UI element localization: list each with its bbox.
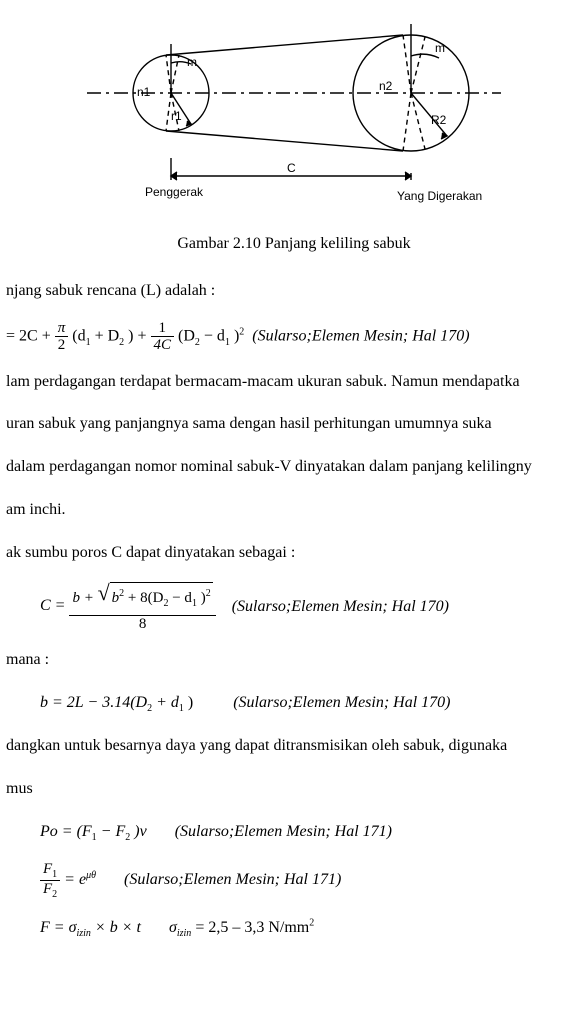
t: × b × t	[95, 919, 141, 936]
figure-caption: Gambar 2.10 Panjang keliling sabuk	[6, 230, 582, 259]
label-R2: R2	[431, 113, 447, 127]
sq: 2	[239, 326, 244, 337]
izin: izin	[177, 928, 191, 939]
formula-cite: (Sularso;Elemen Mesin; Hal 170)	[232, 598, 449, 615]
t: + D	[95, 327, 120, 344]
label-n1: n1	[137, 85, 151, 99]
F: F	[43, 881, 52, 897]
t: )v	[134, 823, 146, 840]
eq: = e	[64, 866, 86, 895]
pi: π	[55, 320, 69, 338]
formula-C: C = b + √ b2 + 8(D2 − d1 )2 8 (Sularso;E…	[6, 582, 582, 633]
t: = 2C +	[6, 327, 55, 344]
formula-b: b = 2L − 3.14(D2 + d1 ) (Sularso;Elemen …	[6, 689, 582, 718]
s: 2	[195, 336, 200, 347]
sq: 2	[119, 588, 124, 599]
t: F = σ	[40, 919, 76, 936]
s: 1	[179, 703, 184, 714]
lhs: C =	[40, 592, 65, 621]
t: ) +	[128, 327, 150, 344]
sq: 2	[309, 918, 314, 929]
belt-diagram: n1 n2 m m r1 R2 C Penggerak Yang Digerak…	[79, 8, 509, 218]
fourC: 4C	[151, 337, 175, 354]
t: − d	[172, 590, 192, 606]
surd: √	[98, 582, 110, 615]
label-m-right: m	[435, 41, 445, 55]
text: = 2C + π2 (d1 + D2 ) + 14C (D2 − d1 )2	[6, 320, 244, 354]
t: − d	[204, 327, 225, 344]
label-driver: Penggerak	[145, 185, 204, 199]
formula-cite: (Sularso;Elemen Mesin; Hal 170)	[233, 694, 450, 711]
label-r1: r1	[171, 109, 182, 123]
izin: izin	[76, 928, 90, 939]
s: 2	[119, 336, 124, 347]
den: 8	[69, 616, 215, 633]
para-6: ak sumbu poros C dapat dinyatakan sebaga…	[6, 539, 582, 568]
formula-F: F = σizin × b × t σizin = 2,5 – 3,3 N/mm…	[6, 914, 582, 943]
two: 2	[55, 337, 69, 354]
b: b +	[72, 590, 97, 606]
s: 2	[125, 832, 130, 843]
t: − F	[101, 823, 126, 840]
s: 2	[147, 703, 152, 714]
para-3: uran sabuk yang panjangnya sama dengan h…	[6, 410, 582, 439]
label-driven: Yang Digerakan	[397, 189, 482, 203]
label-C: C	[287, 161, 296, 175]
formula-cite: (Sularso;Elemen Mesin; Hal 171)	[124, 866, 582, 895]
s: 1	[52, 869, 57, 880]
para-4: dalam perdagangan nomor nominal sabuk-V …	[6, 453, 582, 482]
exp: μθ	[86, 870, 96, 881]
t: + d	[156, 694, 179, 711]
formula-L: = 2C + π2 (d1 + D2 ) + 14C (D2 − d1 )2 (…	[6, 320, 582, 354]
para-7: mana :	[6, 646, 582, 675]
para-1: njang sabuk rencana (L) adalah :	[6, 277, 582, 306]
para-2: lam perdagangan terdapat bermacam-macam …	[6, 368, 582, 397]
t: )	[188, 694, 193, 711]
formula-cite: (Sularso;Elemen Mesin; Hal 171)	[175, 818, 582, 847]
s: 1	[86, 336, 91, 347]
t: (D	[178, 327, 195, 344]
label-m-left: m	[187, 55, 197, 69]
F: F	[43, 861, 52, 877]
para-9: mus	[6, 775, 582, 804]
t: b = 2L − 3.14(D	[40, 694, 147, 711]
t: = 2,5 – 3,3 N/mm	[195, 919, 309, 936]
s: 1	[92, 832, 97, 843]
s: 1	[225, 336, 230, 347]
sq: 2	[206, 588, 211, 599]
s: 2	[163, 598, 168, 609]
label-n2: n2	[379, 79, 393, 93]
formula-cite: (Sularso;Elemen Mesin; Hal 170)	[252, 327, 469, 344]
text: njang sabuk rencana (L) adalah :	[6, 282, 215, 299]
formula-F1F2: F1 F2 = eμθ (Sularso;Elemen Mesin; Hal 1…	[6, 861, 582, 900]
t: Po = (F	[40, 823, 92, 840]
sigma: σ	[169, 919, 177, 936]
t: (d	[72, 327, 85, 344]
para-8: dangkan untuk besarnya daya yang dapat d…	[6, 732, 582, 761]
t: + 8(D	[128, 590, 164, 606]
one: 1	[151, 320, 175, 338]
s: 2	[52, 889, 57, 900]
s: 1	[192, 598, 197, 609]
formula-Po: Po = (F1 − F2 )v (Sularso;Elemen Mesin; …	[6, 818, 582, 847]
para-5: am inchi.	[6, 496, 582, 525]
